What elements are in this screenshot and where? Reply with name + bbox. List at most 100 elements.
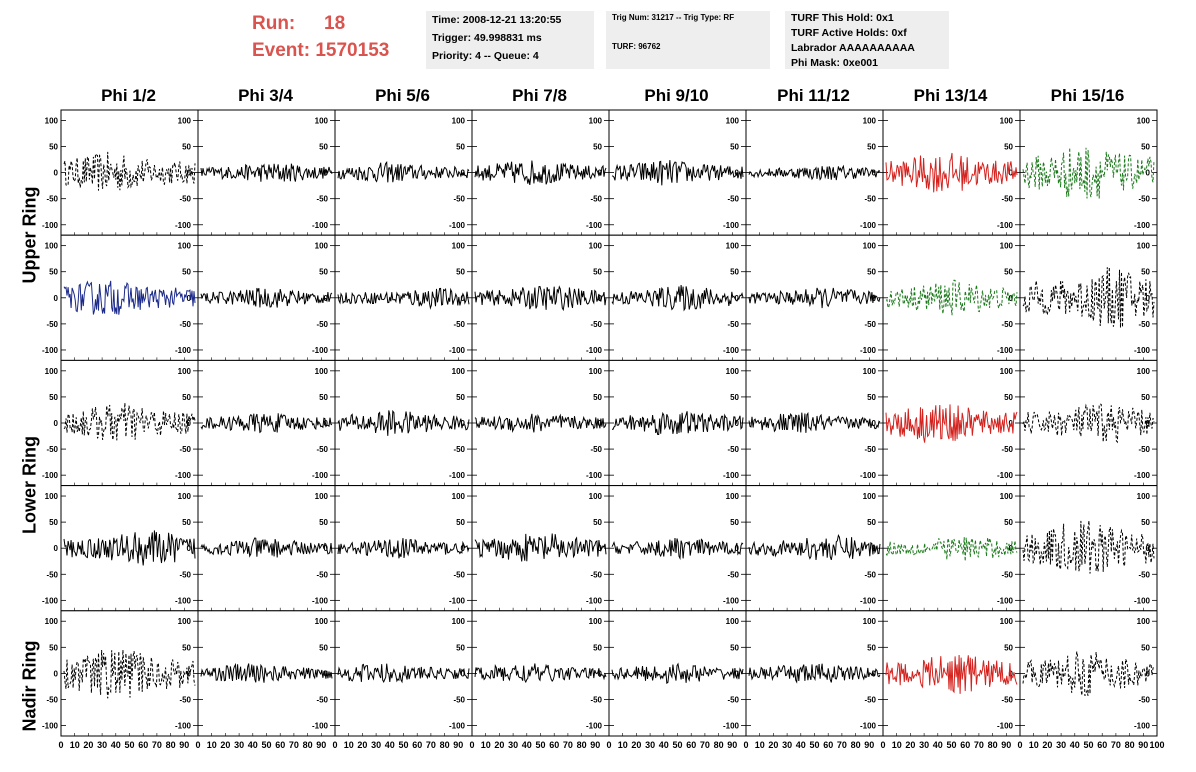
y-tick-label: -100 — [312, 221, 329, 230]
trigger-text: Trigger: 49.998831 ms — [432, 32, 542, 44]
y-tick-label: 50 — [319, 518, 328, 527]
x-tick-label: 10 — [481, 740, 491, 750]
x-tick-label: 70 — [700, 740, 710, 750]
y-tick-label: 100 — [726, 367, 740, 376]
x-tick-label: 20 — [220, 740, 230, 750]
x-tick-label: 90 — [727, 740, 737, 750]
y-tick-label: -100 — [1134, 471, 1151, 480]
waveform-trace — [63, 402, 196, 441]
x-tick-label: 30 — [97, 740, 107, 750]
waveform-trace — [200, 662, 333, 683]
y-tick-label: 0 — [324, 419, 329, 428]
waveform-trace — [200, 287, 333, 308]
x-tick-label: 10 — [70, 740, 80, 750]
x-tick-label: 40 — [1070, 740, 1080, 750]
y-tick-label: -100 — [312, 722, 329, 731]
y-tick-label: -100 — [586, 596, 603, 605]
x-tick-label: 20 — [1042, 740, 1052, 750]
y-tick-label: 50 — [182, 643, 191, 652]
run-label: Run: — [252, 13, 296, 34]
y-tick-label: 50 — [1141, 518, 1150, 527]
y-tick-label: 50 — [49, 143, 58, 152]
x-tick-label: 10 — [1029, 740, 1039, 750]
y-tick-label: 50 — [182, 143, 191, 152]
y-tick-label: 0 — [735, 294, 740, 303]
y-tick-label: 50 — [593, 143, 602, 152]
column-title-phi-7-8: Phi 7/8 — [512, 86, 567, 105]
y-tick-label: 0 — [54, 669, 59, 678]
x-tick-label: 50 — [1083, 740, 1093, 750]
y-tick-label: 50 — [319, 143, 328, 152]
y-tick-label: -50 — [179, 570, 191, 579]
y-tick-label: -100 — [586, 471, 603, 480]
x-tick-label: 90 — [864, 740, 874, 750]
x-tick-label: 30 — [1056, 740, 1066, 750]
column-title-phi-9-10: Phi 9/10 — [644, 86, 709, 105]
y-tick-label: 50 — [1004, 518, 1013, 527]
panel-frame — [745, 359, 884, 487]
y-tick-label: -50 — [727, 445, 739, 454]
y-tick-label: -100 — [449, 596, 466, 605]
y-tick-label: 100 — [1000, 492, 1014, 501]
waveform-trace — [474, 413, 607, 434]
waveform-trace — [63, 530, 196, 566]
y-tick-label: 100 — [863, 242, 877, 251]
x-tick-label: 90 — [1001, 740, 1011, 750]
x-tick-label: 90 — [453, 740, 463, 750]
y-tick-label: -100 — [449, 722, 466, 731]
y-tick-label: -100 — [449, 471, 466, 480]
x-tick-label: 30 — [234, 740, 244, 750]
y-tick-label: -100 — [997, 221, 1014, 230]
y-tick-label: -100 — [175, 346, 192, 355]
x-tick-label: 50 — [398, 740, 408, 750]
y-tick-label: -50 — [1001, 195, 1013, 204]
y-tick-label: 0 — [187, 419, 192, 428]
turf-active-text: TURF Active Holds: 0xf — [791, 27, 907, 39]
y-tick-label: -50 — [46, 320, 58, 329]
turf-info-box: TURF This Hold: 0x1 TURF Active Holds: 0… — [785, 11, 949, 69]
y-tick-label: -100 — [175, 221, 192, 230]
y-tick-label: -100 — [1134, 596, 1151, 605]
y-tick-label: 100 — [178, 367, 192, 376]
y-tick-label: 100 — [45, 367, 59, 376]
x-tick-label: 70 — [974, 740, 984, 750]
waveform-trace — [748, 164, 881, 181]
y-tick-label: 50 — [456, 393, 465, 402]
y-tick-label: -50 — [590, 695, 602, 704]
y-tick-label: -50 — [1001, 320, 1013, 329]
y-tick-label: 50 — [49, 268, 58, 277]
x-tick-label: 100 — [1149, 740, 1164, 750]
x-tick-label: 10 — [892, 740, 902, 750]
x-tick-label: 40 — [385, 740, 395, 750]
y-tick-label: -100 — [42, 471, 59, 480]
panel-frame — [60, 359, 199, 487]
x-tick-label: 60 — [138, 740, 148, 750]
waveform-trace — [611, 284, 744, 312]
y-tick-label: -100 — [723, 346, 740, 355]
y-tick-label: 0 — [187, 669, 192, 678]
panel-frame — [882, 234, 1021, 361]
y-tick-label: 100 — [178, 116, 192, 125]
x-tick-label: 90 — [590, 740, 600, 750]
y-tick-label: 50 — [319, 643, 328, 652]
x-tick-label: 70 — [426, 740, 436, 750]
x-tick-label: 30 — [919, 740, 929, 750]
y-tick-label: 50 — [456, 518, 465, 527]
y-tick-label: -50 — [864, 445, 876, 454]
y-tick-label: 100 — [178, 242, 192, 251]
run-row: Run: 18 — [252, 10, 417, 37]
panel-frame — [608, 610, 747, 737]
y-tick-label: -50 — [453, 195, 465, 204]
y-tick-label: 0 — [872, 294, 877, 303]
x-tick-label: 50 — [261, 740, 271, 750]
y-tick-label: -50 — [453, 320, 465, 329]
y-tick-label: -100 — [42, 596, 59, 605]
y-tick-label: 0 — [187, 294, 192, 303]
y-tick-label: 50 — [1141, 143, 1150, 152]
y-tick-label: 50 — [49, 393, 58, 402]
y-tick-label: -100 — [42, 221, 59, 230]
y-tick-label: 100 — [452, 617, 466, 626]
y-tick-label: 0 — [1009, 294, 1014, 303]
y-tick-label: 100 — [1137, 367, 1151, 376]
x-tick-label: 80 — [303, 740, 313, 750]
